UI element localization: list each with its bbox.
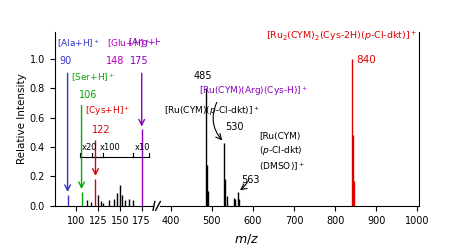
Text: 840: 840 (356, 55, 376, 65)
Text: 563: 563 (241, 175, 260, 185)
Text: 90: 90 (60, 56, 72, 66)
Text: $m/z$: $m/z$ (234, 232, 259, 246)
Text: [Ala+H]$^+$: [Ala+H]$^+$ (57, 37, 100, 50)
Text: 122: 122 (92, 125, 110, 135)
Text: 106: 106 (79, 90, 97, 100)
Text: [Ru(CYM)
($p$-Cl-dkt)
(DMSO)]$^+$: [Ru(CYM) ($p$-Cl-dkt) (DMSO)]$^+$ (259, 132, 305, 173)
Text: [Ru(CYM)(Arg)(Cys-H)]$^+$: [Ru(CYM)(Arg)(Cys-H)]$^+$ (199, 85, 308, 98)
Text: [Ru$_2$(CYM)$_2$(Cys-2H)($p$-Cl-dkt)]$^+$: [Ru$_2$(CYM)$_2$(Cys-2H)($p$-Cl-dkt)]$^+… (266, 30, 418, 44)
Y-axis label: Relative Intensity: Relative Intensity (17, 74, 27, 164)
Text: 485: 485 (194, 71, 212, 81)
Text: x100: x100 (100, 143, 120, 152)
Text: [Cys+H]$^+$: [Cys+H]$^+$ (85, 104, 131, 118)
Text: [Ser+H]$^+$: [Ser+H]$^+$ (71, 71, 115, 84)
Text: x20: x20 (82, 143, 97, 152)
Text: [Ru(CYM)($p$-Cl-dkt)]$^+$: [Ru(CYM)($p$-Cl-dkt)]$^+$ (164, 104, 260, 118)
Text: [Glu+H]$^+$: [Glu+H]$^+$ (107, 37, 151, 50)
Text: [Arg+H]$^+$: [Arg+H]$^+$ (128, 36, 173, 50)
Text: 148: 148 (106, 56, 125, 66)
Text: 530: 530 (225, 122, 244, 132)
Text: x10: x10 (135, 143, 150, 152)
Text: 175: 175 (130, 56, 148, 66)
